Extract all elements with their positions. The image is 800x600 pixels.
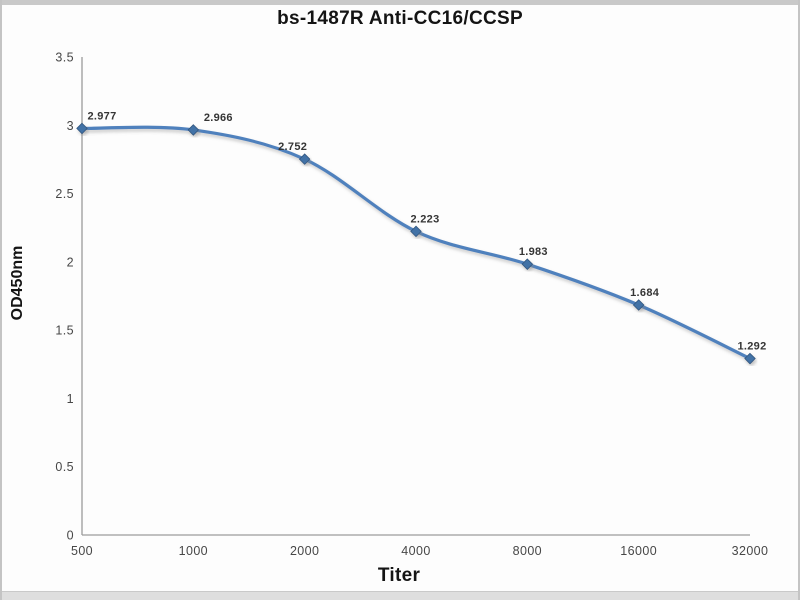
x-tick-label: 16000 — [620, 544, 657, 558]
data-point-label: 2.752 — [278, 141, 307, 153]
y-tick-label: 0 — [67, 529, 74, 543]
data-point-label: 2.223 — [410, 213, 439, 225]
data-point-label: 1.684 — [630, 287, 660, 299]
data-point-label: 2.977 — [87, 110, 116, 122]
y-tick-label: 2 — [67, 255, 74, 269]
x-tick-label: 32000 — [732, 544, 769, 558]
y-tick-label: 3 — [67, 119, 74, 133]
data-point-label: 1.983 — [519, 246, 548, 258]
series-line — [80, 125, 752, 361]
data-point-label: 1.292 — [737, 341, 766, 353]
x-tick-label: 500 — [71, 544, 93, 558]
window-bottom-strip — [2, 591, 798, 600]
x-tick-label: 1000 — [179, 544, 208, 558]
data-point-marker — [76, 122, 88, 135]
data-point-marker — [521, 258, 534, 270]
data-point-marker — [410, 225, 422, 238]
y-tick-label: 3.5 — [55, 51, 74, 65]
x-axis-title: Titer — [377, 565, 421, 586]
data-point-marker — [298, 153, 311, 165]
x-tick-label: 8000 — [513, 544, 542, 558]
data-point-marker — [744, 352, 756, 365]
data-point-marker — [187, 124, 200, 136]
x-tick-label: 2000 — [290, 544, 319, 558]
y-tick-label: 1 — [67, 392, 74, 406]
y-tick-label: 1.5 — [55, 324, 74, 338]
data-point-label: 2.966 — [204, 112, 233, 124]
y-tick-label: 2.5 — [55, 187, 74, 201]
window-top-strip — [2, 0, 798, 5]
data-point-marker — [632, 299, 645, 311]
chart-title: bs-1487R Anti-CC16/CCSP — [277, 8, 523, 29]
y-tick-label: 0.5 — [55, 460, 74, 474]
x-tick-label: 4000 — [401, 544, 430, 558]
